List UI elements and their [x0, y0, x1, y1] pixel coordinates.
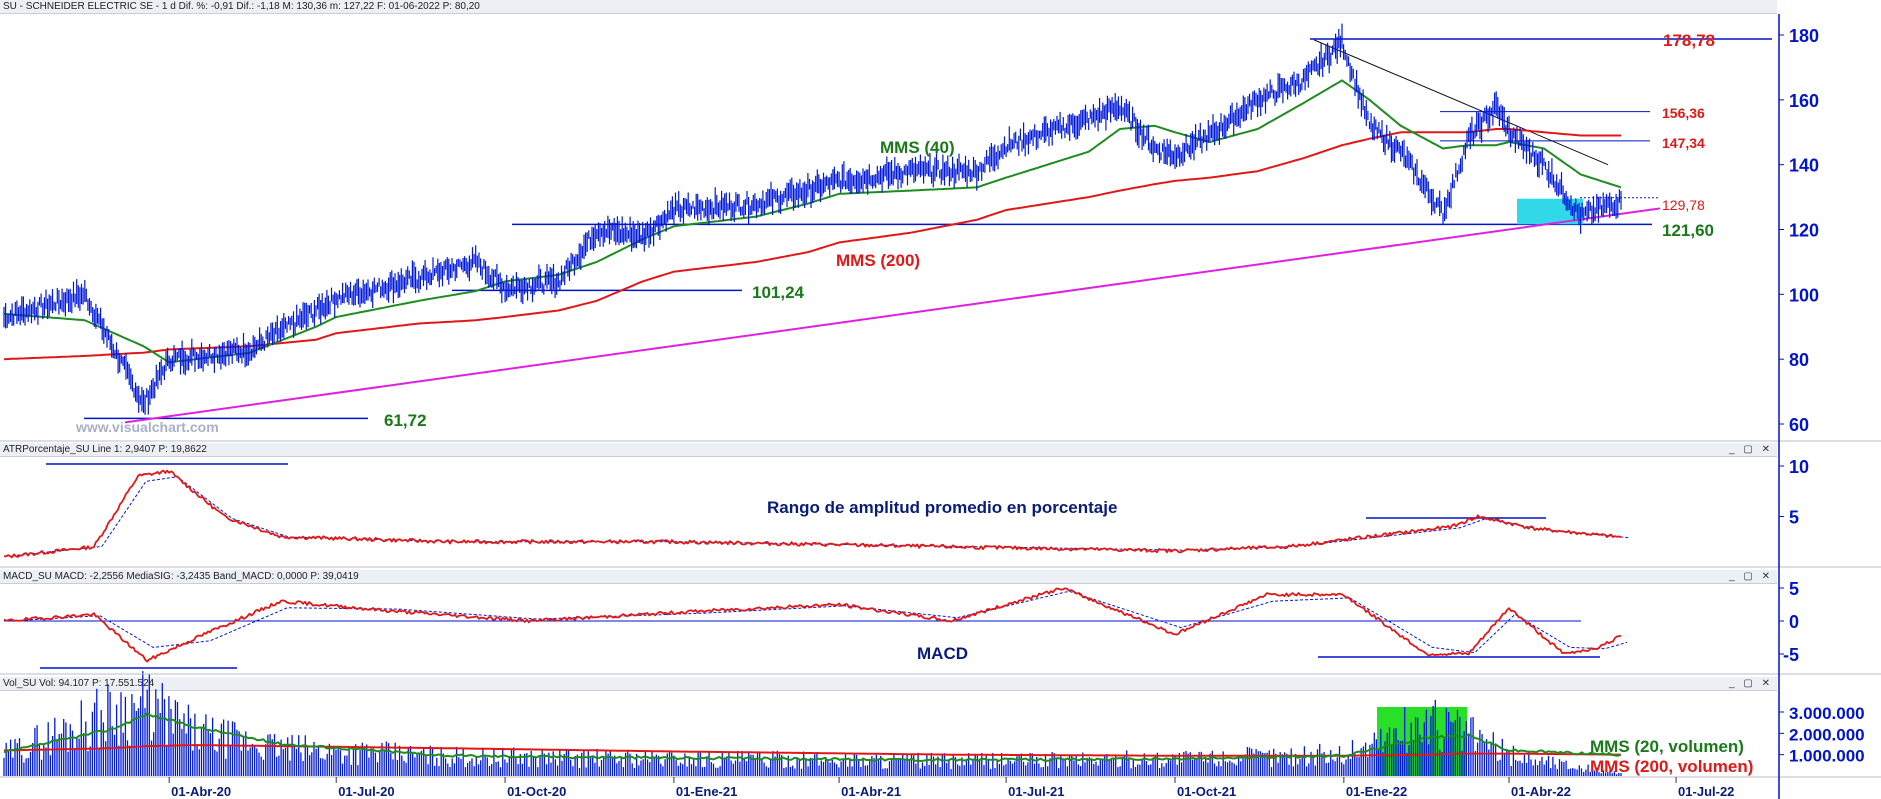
label-129-78: 129,78	[1662, 197, 1705, 213]
x-axis-label: 01-Jul-20	[338, 784, 394, 799]
volume-panel	[3, 671, 1622, 776]
volume-axis-label: 3.000.000	[1789, 704, 1865, 723]
atr-panel	[3, 463, 1630, 559]
atr-line	[3, 469, 1622, 559]
x-axis-label: 01-Oct-21	[1177, 784, 1236, 799]
macd-signal-line	[9, 590, 1628, 654]
label-178-78: 178,78	[1663, 31, 1715, 50]
axes: 180 160 140 120 100 80 60 10 5 5 0 -5 3.000.000 2.000…	[0, 14, 1881, 799]
mms-200-line	[3, 128, 1621, 361]
volume-header-text: Vol_SU Vol: 94.107 P: 17.551.524	[3, 678, 155, 689]
x-axis-label: 01-Ene-21	[676, 784, 737, 799]
label-mms-40: MMS (40)	[880, 138, 955, 157]
x-axis-label: 01-Abr-20	[171, 784, 231, 799]
atr-axis-label: 5	[1789, 508, 1799, 528]
volume-axis-label: 2.000.000	[1789, 725, 1865, 744]
atr-axis-label: 10	[1789, 457, 1809, 477]
atr-header-text: ATRPorcentaje_SU Line 1: 2,9407 P: 19,86…	[3, 444, 207, 455]
labels: 178,78 156,36 147,34 129,78 121,60 101,24 61,7…	[75, 31, 1753, 776]
volume-mms-200-line	[3, 744, 1622, 757]
price-axis-label: 180	[1789, 26, 1819, 46]
mms-40-line	[3, 79, 1622, 364]
volume-window-buttons[interactable]: _ ▢ ✕	[1729, 678, 1773, 689]
x-axis-label: 01-Abr-21	[841, 784, 901, 799]
macd-header-text: MACD_SU MACD: -2,2556 MediaSIG: -3,2435 …	[3, 571, 359, 582]
atr-panel-header: ATRPorcentaje_SU Line 1: 2,9407 P: 19,86…	[0, 443, 1777, 457]
macd-panel-header: MACD_SU MACD: -2,2556 MediaSIG: -3,2435 …	[0, 570, 1777, 584]
x-axis-label: 01-Abr-22	[1511, 784, 1571, 799]
label-mms-200: MMS (200)	[836, 251, 920, 270]
volume-panel-header: Vol_SU Vol: 94.107 P: 17.551.524 _ ▢ ✕	[0, 677, 1777, 691]
price-axis-label: 100	[1789, 285, 1819, 305]
macd-axis-label: 5	[1789, 579, 1799, 599]
price-bars	[3, 23, 1622, 415]
atr-window-buttons[interactable]: _ ▢ ✕	[1729, 444, 1773, 455]
x-axis-label: 01-Ene-22	[1346, 784, 1407, 799]
label-147-34: 147,34	[1662, 135, 1705, 151]
price-axis-label: 140	[1789, 156, 1819, 176]
label-156-36: 156,36	[1662, 105, 1705, 121]
label-volume-mms-20: MMS (20, volumen)	[1590, 737, 1744, 756]
x-axis-label: 01-Oct-20	[507, 784, 566, 799]
watermark: www.visualchart.com	[75, 419, 219, 435]
price-axis-label: 160	[1789, 91, 1819, 111]
volume-axis-label: 1.000.000	[1789, 747, 1865, 766]
downtrend-line	[1313, 39, 1609, 166]
price-axis-label: 80	[1789, 350, 1809, 370]
x-axis-label: 01-Jul-22	[1678, 784, 1734, 799]
macd-line	[3, 587, 1622, 663]
label-121-60: 121,60	[1662, 221, 1714, 240]
macd-axis-label: -5	[1783, 645, 1799, 665]
price-header-text: SU - SCHNEIDER ELECTRIC SE - 1 d Dif. %:…	[3, 1, 480, 12]
macd-axis-label: 0	[1789, 612, 1799, 632]
x-axis-label: 01-Jul-21	[1008, 784, 1064, 799]
macd-panel	[3, 587, 1628, 669]
label-101-24: 101,24	[752, 283, 805, 302]
label-volume-mms-200: MMS (200, volumen)	[1590, 757, 1753, 776]
atr-title: Rango de amplitud promedio en porcentaje	[767, 498, 1117, 517]
macd-window-buttons[interactable]: _ ▢ ✕	[1729, 571, 1773, 582]
price-panel	[3, 23, 1772, 424]
price-axis-label: 120	[1789, 221, 1819, 241]
price-axis-label: 60	[1789, 415, 1809, 435]
macd-title: MACD	[917, 644, 968, 663]
volume-mms-20-line	[3, 712, 1622, 762]
long-term-trendline	[124, 207, 1661, 424]
price-panel-header: SU - SCHNEIDER ELECTRIC SE - 1 d Dif. %:…	[0, 0, 1777, 14]
label-61-72: 61,72	[384, 411, 427, 430]
